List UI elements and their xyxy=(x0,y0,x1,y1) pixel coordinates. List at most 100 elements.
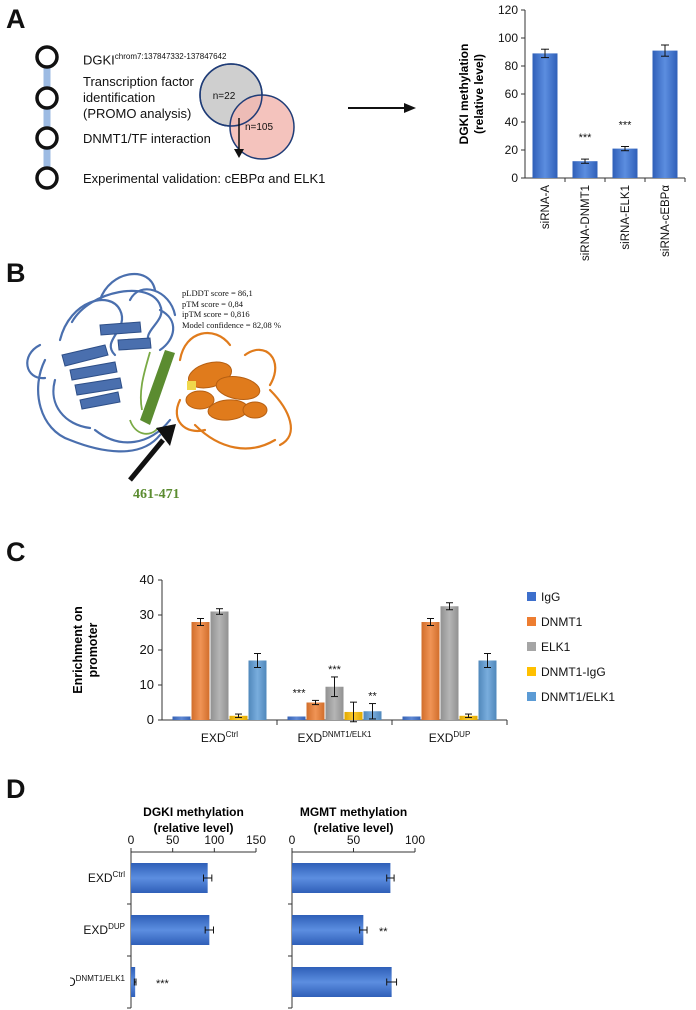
category-label-2: EXDDUP xyxy=(429,730,471,745)
significance-1: ** xyxy=(379,926,388,938)
workflow-step-1-node xyxy=(35,45,59,69)
error-bar-2 xyxy=(133,978,137,986)
bar-0-1 xyxy=(191,622,210,720)
significance-1: *** xyxy=(579,132,593,144)
error-bar-2-3 xyxy=(465,713,472,719)
iptm-score: ipTM score = 0,816 xyxy=(182,309,250,319)
y-tick-label: 30 xyxy=(140,607,154,622)
bar-2 xyxy=(612,148,638,178)
category-label-2: EXDDNMT1/ELK1 xyxy=(70,974,126,989)
model-scores: pLDDT score = 86,1 pTM score = 0,84 ipTM… xyxy=(182,288,281,330)
dnmt1-structure xyxy=(26,272,177,453)
workflow-step-3-label: DNMT1/TF interaction xyxy=(83,131,211,146)
error-bar-1 xyxy=(204,926,214,934)
category-label-1: EXDDNMT1/ELK1 xyxy=(297,730,372,745)
category-label-0: EXDCtrl xyxy=(201,730,238,745)
legend-label-3: DNMT1-IgG xyxy=(541,665,606,679)
panel-letter-d: D xyxy=(6,774,26,804)
venn-right-label: n=105 xyxy=(245,122,274,133)
legend-label-2: ELK1 xyxy=(541,640,571,654)
y-tick-label: 40 xyxy=(140,572,154,587)
y-tick-label: 10 xyxy=(140,677,154,692)
error-bar-1-3 xyxy=(350,701,357,723)
legend-swatch-0 xyxy=(527,592,536,601)
legend-swatch-2 xyxy=(527,642,536,651)
protein-structure-model xyxy=(26,272,292,482)
bar-1-1 xyxy=(306,702,325,720)
interaction-segment xyxy=(129,350,175,435)
error-bar-0 xyxy=(386,874,395,882)
y-axis-label-line2: promoter xyxy=(86,622,100,677)
y-axis-label-line1: DGKI methylation xyxy=(457,44,471,145)
error-bar-2-4 xyxy=(484,653,491,668)
elk1-structure xyxy=(175,331,292,450)
error-bar-1-4 xyxy=(369,703,376,720)
significance-2: *** xyxy=(619,120,633,132)
bar-2 xyxy=(131,967,136,997)
x-tick-label: 100 xyxy=(405,833,425,847)
legend-swatch-4 xyxy=(527,692,536,701)
workflow-step-4-node xyxy=(35,166,59,190)
elk1-helices xyxy=(185,361,268,421)
bar-0 xyxy=(292,863,391,893)
chart-title-line1: DGKI methylation xyxy=(143,805,244,819)
category-label-0: EXDCtrl xyxy=(88,870,125,885)
legend-label-1: DNMT1 xyxy=(541,615,583,629)
significance-1-4: ** xyxy=(368,691,377,703)
category-label-3: siRNA-cEBPα xyxy=(660,185,672,257)
y-axis-label-line2: (relative level) xyxy=(472,54,486,134)
bar-0-4 xyxy=(248,660,267,720)
error-bar-2 xyxy=(386,978,398,986)
y-axis-label-line1: Enrichment on xyxy=(71,606,85,694)
y-tick-label: 60 xyxy=(505,87,519,101)
bar-0 xyxy=(131,863,208,893)
bar-1 xyxy=(292,915,364,945)
error-bar-1 xyxy=(581,158,589,164)
significance-2: *** xyxy=(156,978,170,990)
chart-title-line2: (relative level) xyxy=(153,821,233,835)
x-tick-label: 100 xyxy=(204,833,224,847)
bar-2-1 xyxy=(421,622,440,720)
panel-letter-b: B xyxy=(6,258,26,288)
chart-title-line1: MGMT methylation xyxy=(300,805,407,819)
bar-1 xyxy=(572,161,598,178)
workflow-diagram: n=22 n=105 xyxy=(35,45,416,190)
error-bar-0-3 xyxy=(235,713,242,719)
bar-1-2 xyxy=(325,686,344,720)
workflow-step-3-node xyxy=(35,126,59,150)
plddt-score: pLDDT score = 86,1 xyxy=(182,288,253,298)
panel-letter-a: A xyxy=(6,4,26,34)
category-label-0: siRNA-A xyxy=(540,185,552,229)
error-bar-0-2 xyxy=(216,608,223,615)
workflow-step-2-node xyxy=(35,86,59,110)
elk1-highlight xyxy=(187,381,196,390)
residue-label: 461-471 xyxy=(133,487,180,502)
error-bar-0 xyxy=(203,874,213,882)
dnmt1-beta-sheets xyxy=(61,321,152,410)
x-tick-label: 0 xyxy=(289,833,296,847)
y-tick-label: 40 xyxy=(505,115,519,129)
bar-0-0 xyxy=(172,716,191,720)
bar-2-4 xyxy=(478,660,497,720)
bar-1-0 xyxy=(287,716,306,720)
error-bar-1-2 xyxy=(331,676,338,698)
bar-0 xyxy=(532,53,558,178)
bar-1 xyxy=(131,915,210,945)
y-tick-label: 20 xyxy=(140,642,154,657)
error-bar-1 xyxy=(359,926,368,934)
model-confidence: Model confidence = 82,08 % xyxy=(182,319,281,330)
workflow-step-2-label: Transcription factor identification (PRO… xyxy=(83,74,194,121)
error-bar-0-1 xyxy=(197,618,204,626)
x-tick-label: 50 xyxy=(347,833,361,847)
error-bar-3 xyxy=(661,44,669,57)
bar-2-2 xyxy=(440,606,459,720)
y-tick-label: 0 xyxy=(511,171,518,185)
legend-swatch-1 xyxy=(527,617,536,626)
chart-title-line2: (relative level) xyxy=(313,821,393,835)
error-bar-2-1 xyxy=(427,618,434,626)
bar-3 xyxy=(652,50,678,178)
workflow-step-1-label: DGKIchrom7:137847332-137847642 xyxy=(83,52,227,68)
significance-1-2: *** xyxy=(328,664,342,676)
legend-swatch-3 xyxy=(527,667,536,676)
